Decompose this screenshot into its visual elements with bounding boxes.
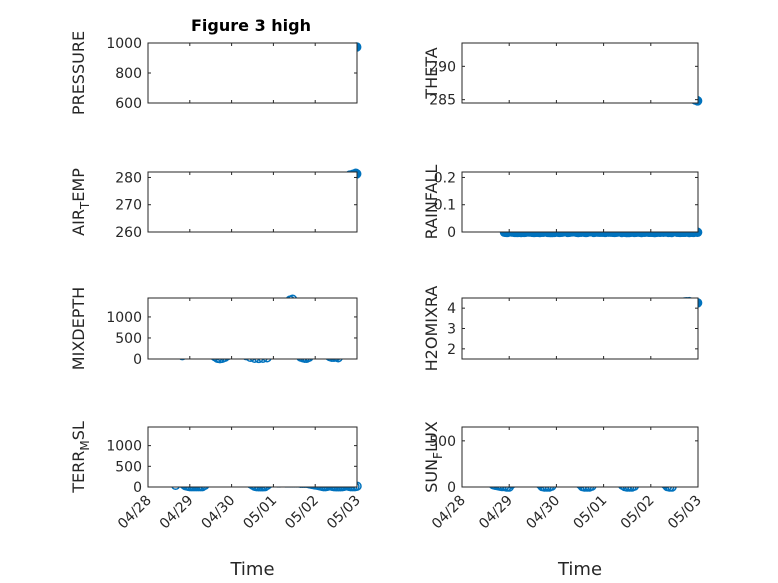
subplot-air_temp: 260 270 280 AIRTEMP [69,168,362,241]
y-axis-label: AIRTEMP [69,168,92,236]
y-axis-label: RAINFALL [422,165,441,240]
y-axis-label: TERRMSL [69,421,92,494]
y-tick-label: 4 [447,301,456,317]
y-tick-label: 0.1 [434,198,456,214]
subplot-pressure: 600 800 1000 PRESSURE [69,31,362,115]
y-tick-label: 2 [447,342,456,358]
y-tick-label: 290 [429,59,456,75]
y-tick-label: 500 [429,434,456,450]
axes-box [461,297,699,360]
y-tick-label: 500 [115,459,142,475]
y-axis-label: H2OMIXRA [422,286,441,372]
y-tick-label: 0 [133,352,142,368]
axes-box [147,42,358,104]
y-axis-label: SUNFLUX [422,421,445,493]
y-tick-label: 0 [447,480,456,496]
axes-box [147,297,358,360]
y-tick-label: 0 [133,480,142,496]
y-tick-label: 1000 [106,439,142,455]
axes-box [461,426,699,488]
y-tick-label: 0.2 [434,170,456,186]
y-tick-label: 3 [447,322,456,338]
axes-box [147,426,358,488]
y-tick-label: 500 [115,331,142,347]
axes-box [461,42,699,104]
y-axis-label: PRESSURE [69,31,88,115]
axes-box [147,171,358,233]
y-tick-label: 600 [115,96,142,112]
axes-box [461,171,699,233]
x-axis-label: Time [557,559,602,580]
x-axis-label: Time [229,559,274,580]
y-tick-label: 285 [429,93,456,109]
y-tick-label: 260 [115,225,142,241]
y-tick-label: 1000 [106,36,142,52]
subplot-h2omixra: 2 3 4 H2OMIXRA [422,286,703,372]
y-axis-label: THETA [422,47,441,99]
figure-title: Figure 3 high [191,16,311,35]
subplot-mixdepth: 0 500 1000 MIXDEPTH [69,287,358,370]
y-tick-label: 1000 [106,310,142,326]
y-axis-label: MIXDEPTH [69,287,88,370]
y-tick-label: 270 [115,198,142,214]
y-tick-label: 280 [115,170,142,186]
y-tick-label: 0 [447,225,456,241]
y-tick-label: 800 [115,66,142,82]
